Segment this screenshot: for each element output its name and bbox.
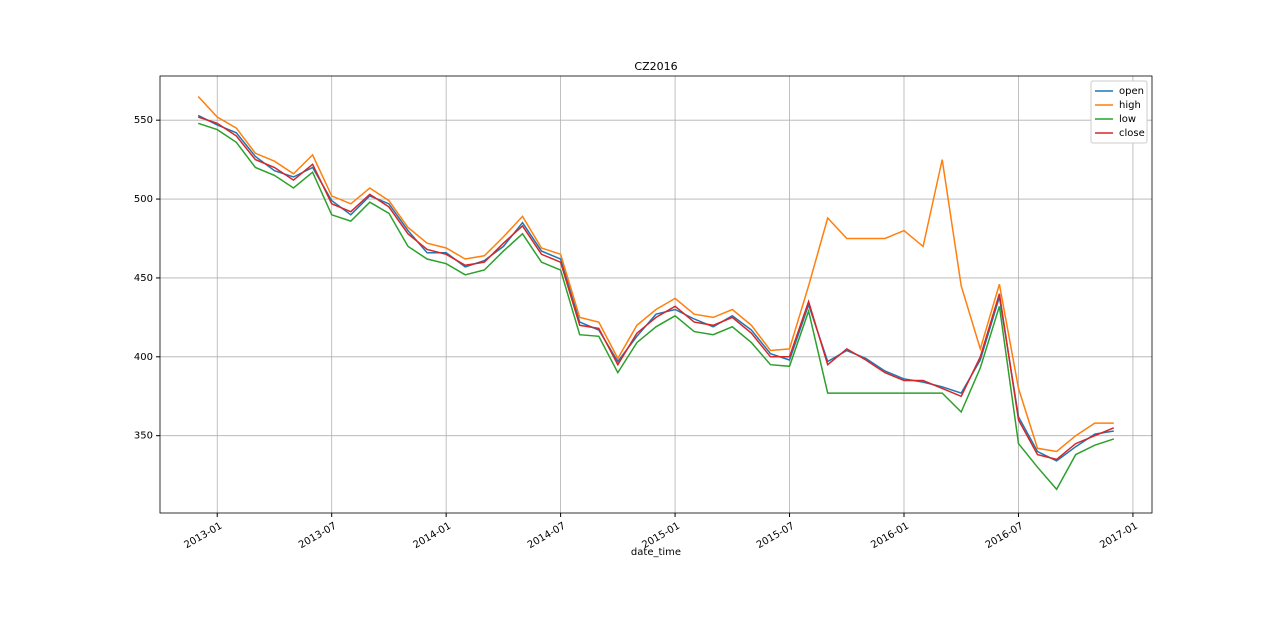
line-series [197,116,1115,461]
legend-label: close [1119,128,1145,139]
y-tick-label: 400 [134,352,153,363]
legend-box [1090,80,1148,144]
plot-frame [159,75,1153,514]
y-tick-label: 450 [134,273,153,284]
legend: open high low close [1090,80,1148,144]
legend-label: open [1119,86,1144,97]
line-series [197,114,1114,462]
legend-label: high [1119,100,1141,111]
y-tick-label: 350 [134,431,153,442]
y-tick-label: 500 [134,194,153,205]
x-axis-label: date_time [631,547,681,558]
line-series [197,95,1114,453]
legend-label: low [1119,114,1136,125]
y-tick-label: 550 [134,115,153,126]
line-series [197,122,1115,491]
chart-title: CZ2016 [634,60,677,73]
